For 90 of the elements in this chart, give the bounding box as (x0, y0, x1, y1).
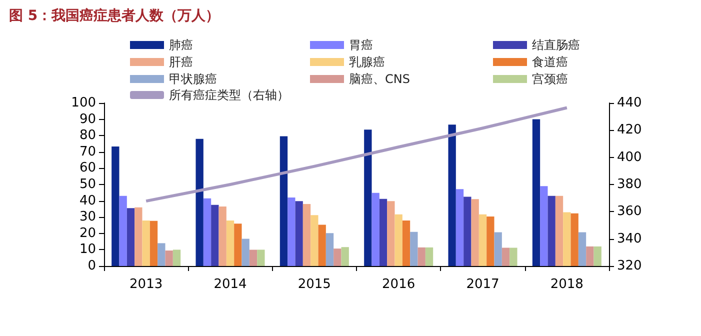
bar (242, 238, 250, 266)
y-tick-label: 0 (88, 258, 96, 274)
bar (502, 248, 510, 266)
y-tick-label: 30 (79, 210, 96, 225)
bar (234, 224, 242, 266)
bar (218, 206, 226, 266)
y-tick-label: 80 (79, 128, 96, 144)
y-tick-label: 10 (79, 242, 96, 258)
legend-label: 乳腺癌 (349, 55, 385, 69)
y2-tick-label: 340 (617, 231, 642, 246)
y2-tick-label: 380 (617, 177, 642, 192)
bar (310, 215, 318, 266)
legend-label: 结直肠癌 (532, 38, 580, 52)
bar (402, 220, 410, 266)
y2-tick-label: 360 (617, 204, 642, 220)
bar (387, 201, 395, 266)
bar (172, 250, 181, 266)
bar (478, 214, 487, 266)
bar (112, 146, 120, 266)
bar (464, 196, 472, 266)
y-tick-label: 70 (79, 144, 96, 160)
bar (594, 246, 602, 266)
x-tick-label: 2018 (550, 277, 584, 292)
bar (158, 243, 166, 266)
bar (326, 233, 334, 266)
bar (302, 204, 311, 266)
y2-tick-label: 400 (617, 150, 642, 165)
legend-label: 食道癌 (532, 55, 568, 69)
bar (295, 201, 303, 266)
bar (540, 186, 548, 266)
x-tick-label: 2015 (298, 277, 331, 292)
legend-label: 宫颈癌 (532, 72, 568, 86)
bar (203, 198, 212, 266)
bar (341, 247, 349, 266)
bar (456, 189, 464, 266)
bar (142, 220, 150, 266)
x-tick-label: 2013 (130, 277, 163, 292)
y-tick-label: 60 (79, 160, 96, 176)
y-tick-label: 90 (79, 112, 96, 127)
bar (318, 224, 326, 266)
bar (280, 136, 288, 266)
bar (418, 247, 426, 266)
bar (257, 250, 265, 266)
legend-label: 甲状腺癌 (169, 72, 217, 86)
bar (150, 220, 158, 266)
bar (532, 119, 540, 266)
bar (448, 124, 456, 266)
x-tick-label: 2014 (214, 277, 247, 292)
bar (119, 196, 127, 266)
y-tick-label: 100 (71, 96, 96, 110)
x-tick-label: 2016 (382, 277, 416, 292)
bar (548, 196, 556, 266)
bar (494, 232, 502, 266)
bar (555, 196, 564, 266)
bar (372, 192, 380, 266)
bar (196, 138, 204, 266)
bar (471, 199, 479, 266)
bar (570, 213, 578, 266)
bar (410, 232, 418, 266)
y2-tick-label: 320 (617, 258, 642, 274)
bar (134, 207, 142, 266)
bar (563, 212, 571, 266)
bar (510, 248, 518, 266)
bar (486, 216, 494, 266)
bar (364, 130, 372, 266)
legend-label: 胃癌 (349, 38, 373, 52)
bar (211, 204, 219, 266)
bar (165, 250, 173, 266)
bar (126, 208, 135, 266)
legend-label: 肺癌 (169, 38, 193, 52)
y-tick-label: 20 (79, 226, 96, 241)
y2-tick-label: 420 (617, 122, 642, 138)
x-tick-label: 2017 (466, 277, 500, 292)
bar (334, 248, 342, 266)
y-tick-label: 40 (79, 193, 96, 208)
legend-label: 脑癌、CNS (349, 72, 410, 86)
y-tick-label: 50 (79, 177, 96, 192)
line-series (144, 106, 568, 203)
bar (578, 232, 586, 266)
y2-tick-label: 440 (617, 96, 642, 110)
legend-label: 所有癌症类型（右轴） (169, 88, 289, 102)
bar (586, 246, 594, 266)
bar (425, 247, 434, 266)
chart-title: 图 5：我国癌症患者人数（万人） (9, 7, 220, 24)
legend-label: 肝癌 (169, 55, 193, 69)
bar (379, 198, 388, 266)
bar (226, 220, 234, 266)
bar (288, 198, 296, 266)
bar (249, 250, 258, 266)
bar (394, 214, 402, 266)
